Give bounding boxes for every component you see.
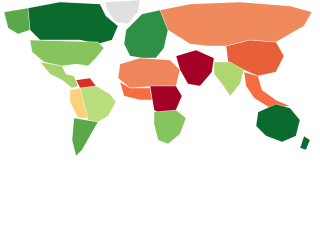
region <box>175 49 215 87</box>
region <box>123 9 169 59</box>
region <box>159 1 313 47</box>
region <box>299 135 311 151</box>
region <box>75 77 97 89</box>
region <box>29 39 105 67</box>
region <box>153 109 187 145</box>
region <box>39 61 79 89</box>
world-map <box>3 0 313 157</box>
region <box>119 81 153 101</box>
region <box>243 71 291 109</box>
page: (() => { const data = JSON.parse(documen… <box>3 0 313 157</box>
region <box>69 87 89 119</box>
region <box>213 61 245 97</box>
region <box>3 7 31 35</box>
region <box>104 0 141 25</box>
region <box>255 103 301 143</box>
region <box>117 57 181 89</box>
region <box>71 117 99 157</box>
region <box>27 1 119 45</box>
